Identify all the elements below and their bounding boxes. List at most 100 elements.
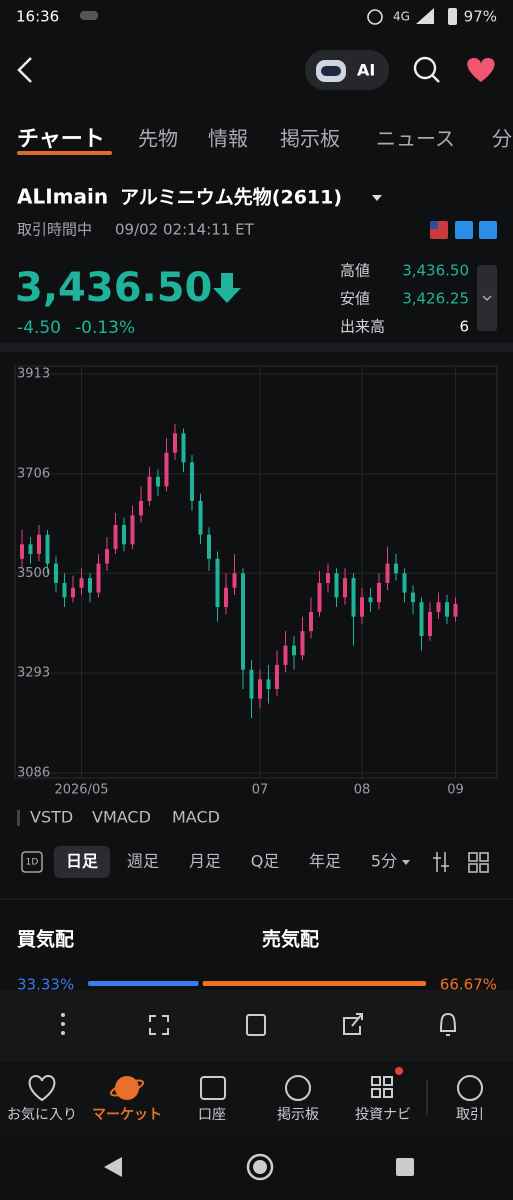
candle-body xyxy=(428,611,432,636)
indicator-tab[interactable]: MACD xyxy=(172,808,220,827)
instrument-name[interactable]: アルミニウム先物(2611) xyxy=(120,186,342,209)
candle-body xyxy=(317,582,322,612)
tab[interactable]: チャート xyxy=(17,127,105,152)
tab[interactable]: 情報 xyxy=(208,127,248,151)
candlestick-chart: 3086 3293 3500 3706 3913 2026/05 07 08 09 xyxy=(14,365,498,798)
fullscreen-button[interactable] xyxy=(149,1015,169,1035)
tab[interactable]: 掲示板 xyxy=(280,127,340,151)
quote-time: 09/02 02:14:11 ET xyxy=(115,221,255,239)
candle-body xyxy=(232,573,237,588)
battery-icon xyxy=(448,8,457,25)
candle-body xyxy=(79,578,84,588)
system-home-dot xyxy=(253,1160,267,1174)
alert-button[interactable] xyxy=(439,1012,457,1036)
status-battery: 97% xyxy=(464,8,497,26)
candle-body xyxy=(173,433,177,453)
nav-label[interactable]: 投資ナビ xyxy=(355,1107,411,1123)
quote-stats: 高値 3,436.50 安値 3,426.25 出来高 6 xyxy=(340,262,469,336)
stat-label: 出来高 xyxy=(340,318,385,336)
candle-body xyxy=(20,544,24,559)
candle-body xyxy=(453,603,458,617)
nav-label[interactable]: 掲示板 xyxy=(277,1107,319,1123)
nav-label[interactable]: お気に入り xyxy=(7,1107,77,1123)
candle-body xyxy=(334,573,339,598)
last-price: 3,436.50 xyxy=(15,265,212,311)
nav-label[interactable]: マーケット xyxy=(92,1107,162,1123)
back-button[interactable] xyxy=(17,57,32,83)
candle-body xyxy=(28,544,33,554)
nav-icon-trade xyxy=(457,1075,483,1101)
candle-body xyxy=(275,664,279,690)
nav-badge xyxy=(395,1067,403,1075)
system-recents[interactable] xyxy=(396,1158,414,1176)
draw-tool-icon[interactable] xyxy=(433,852,449,872)
candle-body xyxy=(224,587,228,608)
timeframe-selected xyxy=(54,846,110,878)
x-tick-label: 08 xyxy=(354,783,371,798)
candle-body xyxy=(88,578,92,593)
candle-body xyxy=(130,515,135,545)
tab[interactable]: 先物 xyxy=(138,127,178,151)
search-button[interactable] xyxy=(413,56,437,80)
indicator-tab[interactable]: VSTD xyxy=(30,808,73,827)
instrument-dropdown[interactable] xyxy=(372,195,382,201)
candle-body xyxy=(360,597,364,617)
system-home[interactable] xyxy=(246,1153,274,1181)
status-network: 4G xyxy=(393,10,410,24)
nav-icon-ring xyxy=(109,1079,145,1097)
tab[interactable]: ニュース xyxy=(376,127,455,151)
price-change: -4.50 xyxy=(17,318,61,338)
timeframe[interactable]: 週足 xyxy=(127,852,159,871)
system-back[interactable] xyxy=(104,1157,122,1177)
stat-label: 高値 xyxy=(340,262,370,280)
candle-body xyxy=(343,578,347,598)
flag-canton xyxy=(430,221,438,229)
trading-status: 取引時間中 xyxy=(17,221,92,239)
x-tick-label: 07 xyxy=(252,783,269,798)
nav-icon-account xyxy=(200,1076,226,1100)
price-change-pct: -0.13% xyxy=(75,318,135,338)
candle-body xyxy=(326,573,330,583)
candle-body xyxy=(436,602,441,612)
candle-body xyxy=(139,500,143,516)
y-tick-label: 3706 xyxy=(17,466,50,481)
ask-pct: 66.67% xyxy=(440,976,497,994)
nav-label[interactable]: 取引 xyxy=(456,1107,484,1123)
more-button[interactable] xyxy=(61,1013,65,1035)
bottom-nav-labels: お気に入り マーケット 口座 掲示板 投資ナビ 取引 xyxy=(7,1107,484,1123)
down-arrow xyxy=(213,273,241,303)
candle-body xyxy=(249,669,254,699)
candle-body xyxy=(156,476,160,487)
favorite-button[interactable] xyxy=(467,58,495,82)
bid-pct: 33.33% xyxy=(17,976,74,994)
period-icon-label: 1D xyxy=(26,858,39,868)
candle-body xyxy=(215,558,220,608)
candle-body xyxy=(394,563,398,574)
candle-body xyxy=(385,563,390,583)
share-button[interactable] xyxy=(343,1013,363,1035)
nav-icon-navi xyxy=(371,1076,393,1098)
calendar-button[interactable] xyxy=(246,1014,266,1036)
candle-body xyxy=(351,578,356,617)
tab[interactable]: 分 xyxy=(492,127,512,151)
nav-label[interactable]: 口座 xyxy=(198,1107,226,1123)
bid-label: 買気配 xyxy=(17,928,74,951)
nav-icon-board xyxy=(285,1075,311,1101)
timeframe[interactable]: Q足 xyxy=(251,852,280,871)
layout-icon[interactable] xyxy=(468,852,489,873)
period-icon[interactable] xyxy=(21,851,43,873)
x-tick-label: 09 xyxy=(447,783,464,798)
timeframe-bar: 日足 週足 月足 Q足 年足 5分 xyxy=(66,852,397,871)
x-tick-label: 2026/05 xyxy=(54,783,108,798)
candle-body xyxy=(300,631,305,656)
indicator-tab[interactable]: VMACD xyxy=(92,808,151,827)
bottom-nav xyxy=(0,1062,513,1135)
timeframe[interactable]: 月足 xyxy=(189,852,221,871)
stats-expand[interactable] xyxy=(477,265,497,331)
timeframe[interactable]: 日足 xyxy=(66,852,99,871)
candle-body xyxy=(419,602,424,636)
timeframe[interactable]: 5分 xyxy=(371,852,397,871)
timeframe[interactable]: 年足 xyxy=(309,852,341,871)
timeframe-dropdown[interactable] xyxy=(402,860,410,865)
